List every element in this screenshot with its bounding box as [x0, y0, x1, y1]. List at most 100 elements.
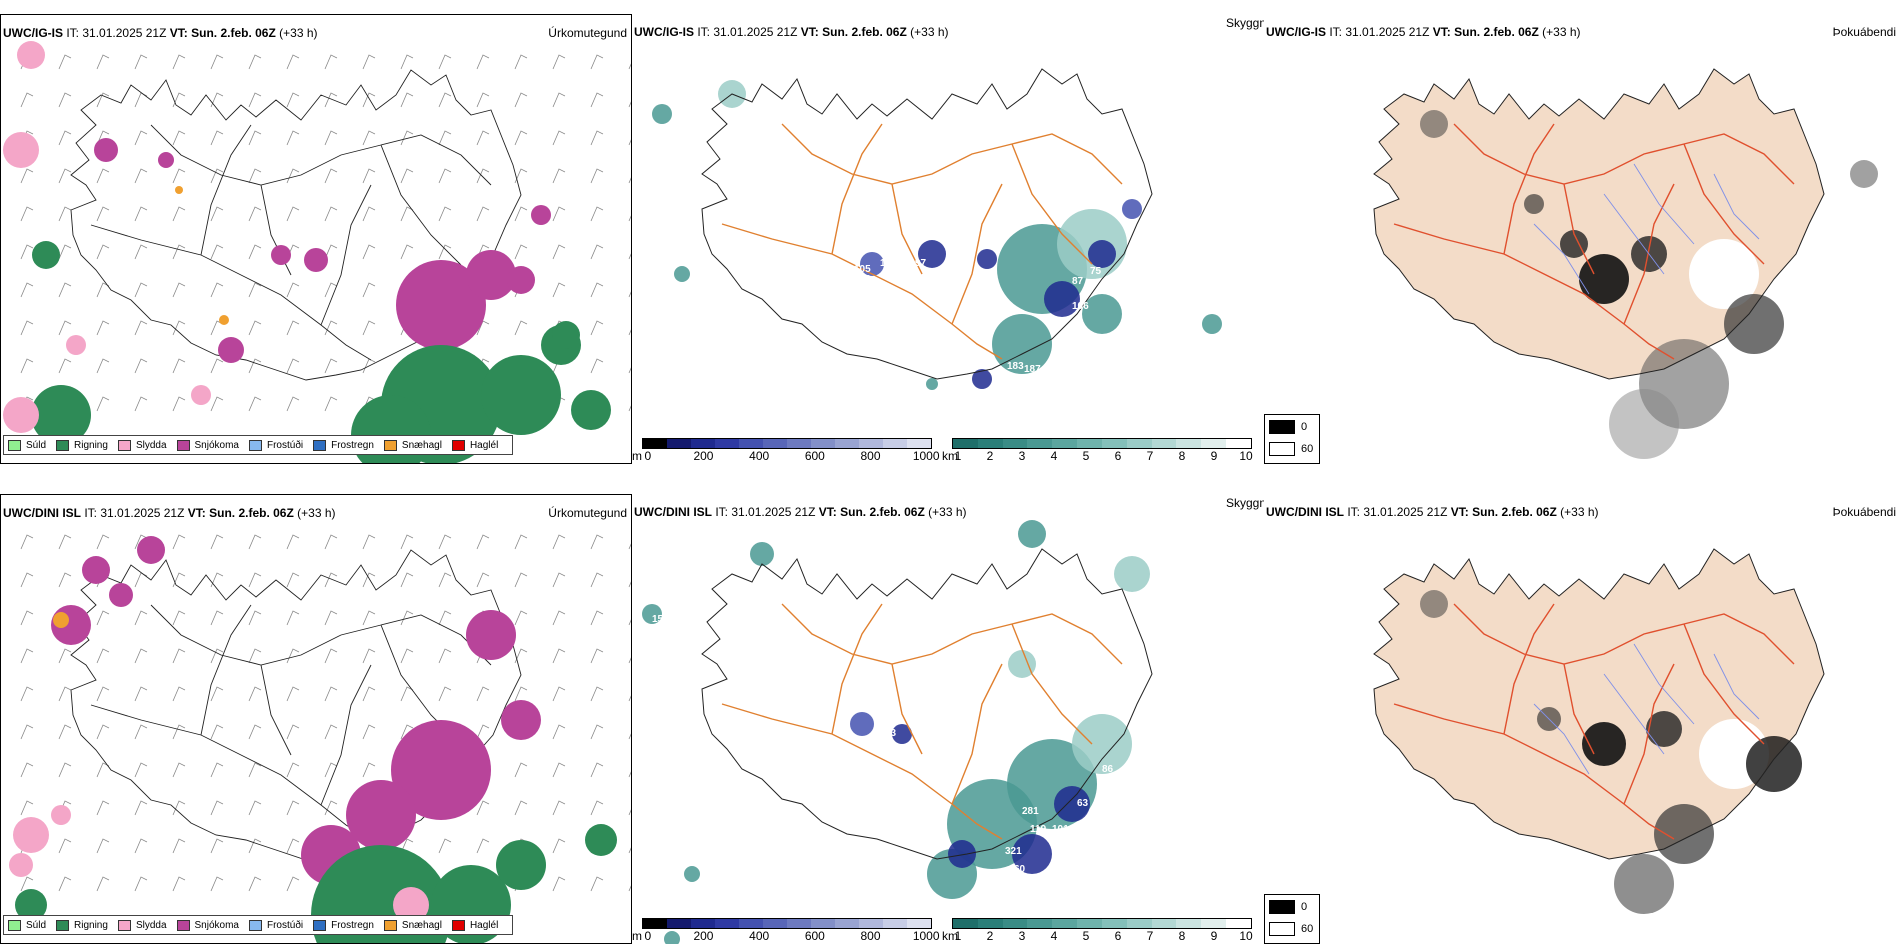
fog-area — [1582, 722, 1626, 766]
wind-barb — [210, 358, 224, 374]
wind-barb — [324, 762, 338, 778]
wind-barb — [172, 686, 186, 702]
snow-depth-label: 133 — [880, 258, 897, 269]
wind-barb — [286, 54, 300, 70]
wind-barb — [286, 686, 300, 702]
wind-barb — [476, 724, 490, 740]
wind-barb — [324, 572, 338, 588]
wind-barb — [552, 168, 566, 184]
colorbar-segment — [1052, 439, 1078, 448]
panel-parameter: Skyggni — [1226, 496, 1264, 510]
precip-area — [992, 314, 1052, 374]
wind-barb — [514, 534, 528, 550]
colorbar-segment — [667, 439, 691, 448]
precip-area — [218, 337, 244, 363]
panel-title: UWC/DINI ISL IT: 31.01.2025 21Z VT: Sun.… — [1266, 505, 1599, 519]
wind-barb — [286, 130, 300, 146]
wind-barb — [286, 800, 300, 816]
snow-depth-label: 86 — [1102, 764, 1114, 775]
colorbar-segment — [883, 919, 907, 928]
wind-barb — [210, 686, 224, 702]
snow-map-top: 386 105 97 136 133 121 75 87 106 151 183 187 103 79 97 — [640, 68, 1222, 427]
colorbar-segment — [1101, 919, 1127, 928]
colorbar-segment — [811, 919, 835, 928]
wind-barb — [286, 92, 300, 108]
snow-visibility-panel-bottom: 150 150 81 93 86 69 63 281 119 101 78 321 60 107 172 23… — [632, 494, 1264, 944]
panel-title: UWC/IG-IS IT: 31.01.2025 21Z VT: Sun. 2.… — [634, 25, 949, 39]
wind-barb — [58, 876, 72, 892]
wind-barb — [210, 838, 224, 854]
wind-barb — [590, 320, 604, 336]
wind-barb — [286, 206, 300, 222]
colorbar-tick: 2 — [986, 449, 994, 463]
legend-item: Frostregn — [313, 919, 374, 931]
wind-barb — [20, 206, 34, 222]
fog-area — [1609, 389, 1679, 459]
wind-barb — [400, 92, 414, 108]
wind-barb — [172, 206, 186, 222]
colorbar-segment — [1151, 439, 1177, 448]
colorbar-strip — [642, 438, 932, 449]
colorbar-tick: 3 — [1018, 929, 1026, 943]
wind-barb — [134, 800, 148, 816]
colorbar-segment — [1176, 439, 1202, 448]
colorbar-tick: 600 — [804, 929, 825, 943]
colorbar-tick: 8 — [1178, 449, 1186, 463]
wind-barb — [438, 648, 452, 664]
colorbar-tick: 10 — [1239, 929, 1253, 943]
wind-barb — [96, 320, 110, 336]
fog-area — [1420, 590, 1448, 618]
wind-barb — [590, 130, 604, 146]
precip-area — [1054, 786, 1090, 822]
visibility-colorbar: km 1 2 3 4 5 6 7 8 9 10 — [942, 918, 1253, 944]
wind-barb — [58, 130, 72, 146]
precip-area — [175, 186, 183, 194]
panel-title: UWC/DINI ISL IT: 31.01.2025 21Z VT: Sun.… — [3, 506, 336, 520]
wind-barb — [438, 534, 452, 550]
colorbar-segment — [835, 439, 859, 448]
wind-barb — [134, 54, 148, 70]
wind-barb — [248, 54, 262, 70]
wind-barb — [210, 648, 224, 664]
colorbar-tick: 200 — [693, 449, 714, 463]
wind-barb — [400, 244, 414, 260]
snow-depth-label: 79 — [1092, 366, 1104, 377]
precip-area — [926, 378, 938, 390]
wind-barb — [286, 762, 300, 778]
precip-area — [396, 260, 486, 350]
snow-depth-label: 150 — [692, 611, 709, 622]
fog-map-bottom — [1373, 548, 1825, 914]
precip-area — [860, 252, 884, 276]
wind-barb — [210, 54, 224, 70]
wind-barb — [552, 876, 566, 892]
wind-barb — [400, 168, 414, 184]
wind-barb — [552, 54, 566, 70]
wind-barb — [552, 282, 566, 298]
wind-barb — [248, 320, 262, 336]
wind-barb — [248, 838, 262, 854]
wind-barb — [438, 130, 452, 146]
colorbar-segment — [1201, 439, 1227, 448]
wind-barb — [476, 534, 490, 550]
wind-barb — [134, 282, 148, 298]
wind-barb — [20, 534, 34, 550]
wind-barb — [210, 244, 224, 260]
cloud-cover-key: 0 60 — [1264, 414, 1320, 464]
colorbar-segment — [691, 439, 715, 448]
wind-barb — [476, 92, 490, 108]
wind-barb — [96, 800, 110, 816]
snow-depth-label: 150 — [652, 614, 669, 625]
precip-area — [507, 266, 535, 294]
colorbar-tick: 400 — [749, 929, 770, 943]
wind-barb — [96, 838, 110, 854]
wind-barb — [590, 92, 604, 108]
wind-barb — [514, 320, 528, 336]
precip-area — [664, 931, 680, 944]
wind-barb — [476, 54, 490, 70]
wind-barb — [210, 206, 224, 222]
wind-barb — [96, 92, 110, 108]
wind-barb — [58, 92, 72, 108]
precip-type-legend: Súld Rigning Slydda Snjókoma Frostúði Fr… — [3, 435, 514, 455]
wind-barb — [324, 130, 338, 146]
snow-visibility-panel-top: 386 105 97 136 133 121 75 87 106 151 183 187 103 79 97… — [632, 14, 1264, 464]
